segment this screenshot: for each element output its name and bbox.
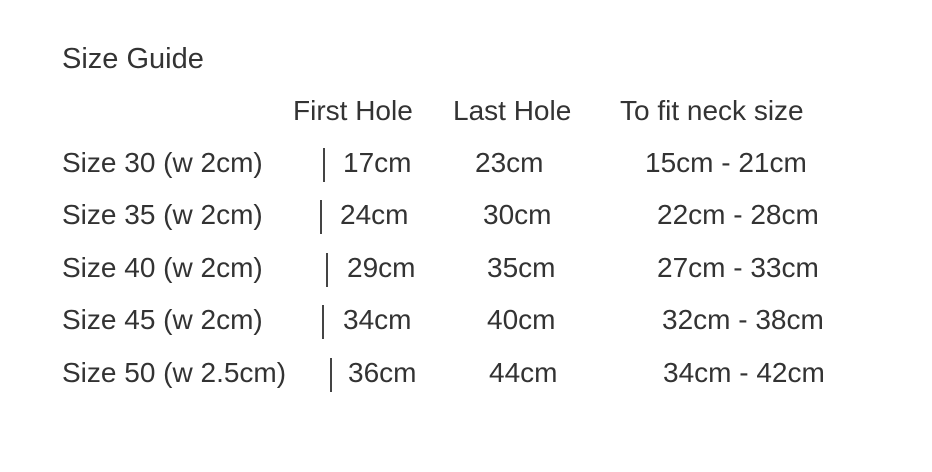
column-divider — [323, 148, 325, 182]
last-hole-value: 30cm — [483, 199, 552, 230]
neck-size-value: 34cm - 42cm — [663, 357, 825, 388]
neck-size-value: 32cm - 38cm — [662, 304, 824, 335]
header-last-hole: Last Hole — [453, 95, 572, 126]
size-label: Size 40 (w 2cm) — [62, 252, 263, 283]
size-label: Size 45 (w 2cm) — [62, 304, 263, 335]
size-label: Size 30 (w 2cm) — [62, 147, 263, 178]
first-hole-value: 29cm — [347, 252, 416, 283]
size-label: Size 35 (w 2cm) — [62, 199, 263, 230]
neck-size-value: 22cm - 28cm — [657, 199, 819, 230]
header-first-hole: First Hole — [293, 95, 413, 126]
column-divider — [326, 253, 328, 287]
first-hole-value: 17cm — [343, 147, 412, 178]
column-divider — [330, 358, 332, 392]
header-neck-size: To fit neck size — [620, 95, 804, 126]
neck-size-value: 27cm - 33cm — [657, 252, 819, 283]
last-hole-value: 44cm — [489, 357, 558, 388]
column-divider — [322, 305, 324, 339]
last-hole-value: 23cm — [475, 147, 544, 178]
first-hole-value: 34cm — [343, 304, 412, 335]
last-hole-value: 35cm — [487, 252, 556, 283]
page-title: Size Guide — [62, 43, 204, 75]
size-label: Size 50 (w 2.5cm) — [62, 357, 287, 388]
first-hole-value: 24cm — [340, 199, 409, 230]
last-hole-value: 40cm — [487, 304, 556, 335]
neck-size-value: 15cm - 21cm — [645, 147, 807, 178]
first-hole-value: 36cm — [348, 357, 417, 388]
column-divider — [320, 200, 322, 234]
